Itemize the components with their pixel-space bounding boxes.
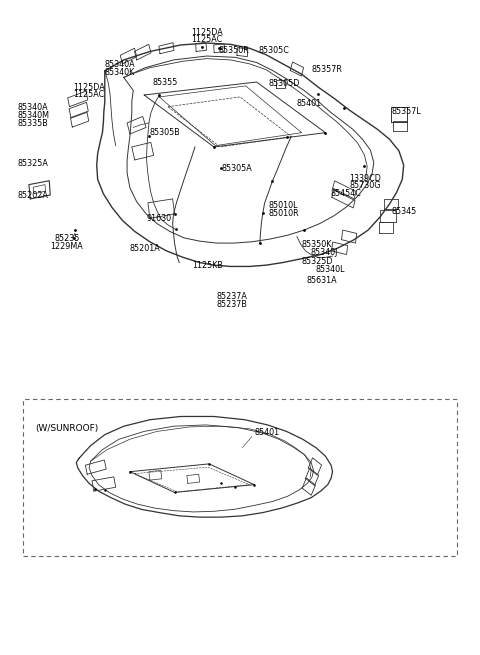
Text: 85350K: 85350K: [301, 240, 332, 249]
Text: 85010L: 85010L: [268, 201, 298, 210]
Text: 85235: 85235: [54, 234, 79, 243]
Text: 85305B: 85305B: [150, 128, 180, 137]
Text: 85325D: 85325D: [301, 257, 333, 266]
Text: 85340M: 85340M: [17, 111, 49, 121]
Text: 85357R: 85357R: [311, 65, 342, 73]
Text: 85357L: 85357L: [392, 107, 421, 116]
Text: 85340K: 85340K: [105, 67, 135, 77]
Text: 85340L: 85340L: [316, 265, 346, 274]
Text: 85325A: 85325A: [18, 159, 49, 168]
Text: 1125AC: 1125AC: [191, 35, 222, 45]
Text: 85305D: 85305D: [268, 79, 300, 88]
Text: 1125DA: 1125DA: [73, 83, 105, 92]
Text: 85340A: 85340A: [17, 103, 48, 113]
Text: 85340J: 85340J: [310, 248, 337, 257]
Text: 85237A: 85237A: [216, 292, 247, 301]
Text: 1339CD: 1339CD: [349, 174, 381, 183]
Text: 1229MA: 1229MA: [50, 242, 83, 251]
Text: 85340A: 85340A: [105, 60, 135, 69]
Text: 85237B: 85237B: [216, 299, 247, 309]
Text: 85401: 85401: [254, 428, 279, 437]
Text: 85355: 85355: [152, 78, 178, 87]
Text: 85201A: 85201A: [130, 244, 161, 253]
Text: 91630: 91630: [146, 214, 171, 223]
Text: 1125KB: 1125KB: [192, 261, 223, 270]
Text: 85454C: 85454C: [330, 189, 361, 198]
Text: 85730G: 85730G: [349, 181, 381, 191]
Text: 85305A: 85305A: [221, 164, 252, 173]
Text: (W/SUNROOF): (W/SUNROOF): [35, 424, 98, 433]
Text: 85202A: 85202A: [18, 191, 49, 200]
Text: 1125DA: 1125DA: [191, 28, 223, 37]
Text: 85305C: 85305C: [259, 47, 290, 55]
Text: 85401: 85401: [297, 99, 322, 108]
Text: 85631A: 85631A: [306, 276, 337, 284]
Text: 85010R: 85010R: [268, 209, 299, 217]
Text: 1125AC: 1125AC: [73, 90, 104, 100]
Text: 85350R: 85350R: [219, 47, 250, 55]
Text: 85345: 85345: [392, 208, 417, 216]
Text: 85335B: 85335B: [17, 119, 48, 128]
FancyBboxPatch shape: [23, 399, 457, 556]
